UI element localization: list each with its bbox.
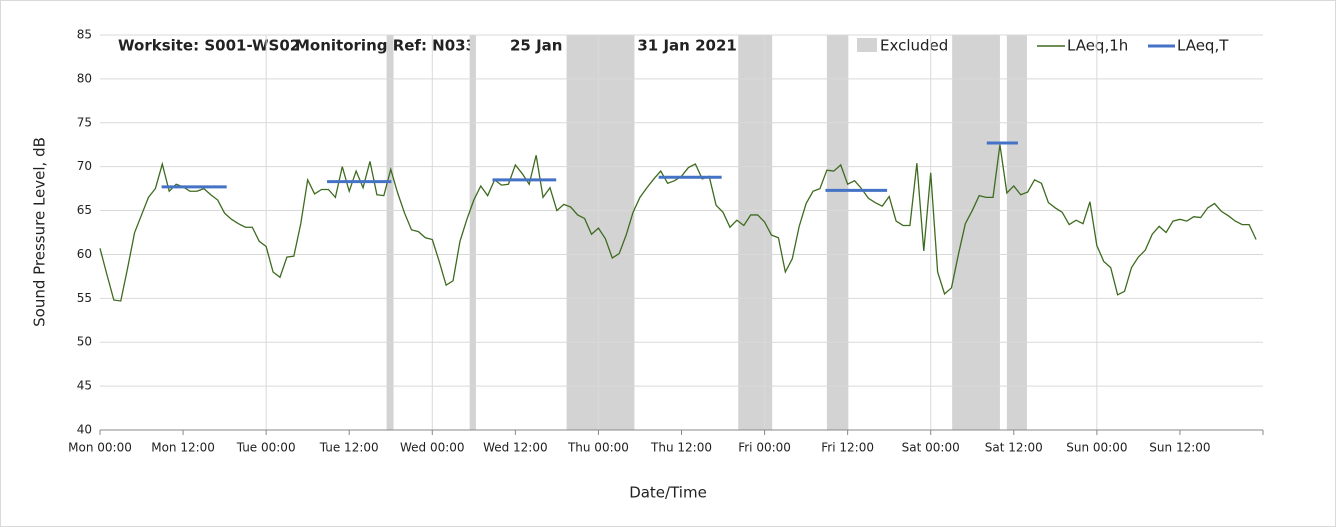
excluded-band — [386, 35, 394, 430]
legend-swatch — [857, 38, 877, 52]
x-tick-label: Fri 12:00 — [821, 441, 874, 455]
x-tick-label: Mon 12:00 — [151, 441, 215, 455]
x-axis-title: Date/Time — [629, 484, 707, 502]
x-tick-label: Thu 00:00 — [567, 441, 629, 455]
x-tick-label: Sun 12:00 — [1149, 441, 1210, 455]
legend-label: LAeq,T — [1177, 37, 1229, 55]
y-tick-label: 75 — [77, 115, 92, 129]
chart-title: Monitoring Ref: N033 — [295, 37, 476, 55]
chart-title: Worksite: S001-WS02 — [118, 37, 300, 55]
y-tick-label: 85 — [77, 28, 92, 42]
y-axis-title: Sound Pressure Level, dB — [31, 137, 49, 327]
y-tick-label: 55 — [77, 291, 92, 305]
x-tick-label: Sat 00:00 — [902, 441, 960, 455]
excluded-band — [826, 35, 849, 430]
x-tick-label: Mon 00:00 — [68, 441, 132, 455]
y-tick-label: 50 — [77, 335, 92, 349]
x-tick-label: Sun 00:00 — [1066, 441, 1127, 455]
excluded-band — [566, 35, 635, 430]
y-tick-label: 80 — [77, 71, 92, 85]
x-tick-label: Wed 12:00 — [483, 441, 548, 455]
y-tick-label: 40 — [77, 423, 92, 437]
y-tick-label: 60 — [77, 247, 92, 261]
x-tick-label: Tue 12:00 — [319, 441, 379, 455]
excluded-band — [952, 35, 1000, 430]
y-tick-label: 70 — [77, 159, 92, 173]
excluded-band — [1006, 35, 1027, 430]
excluded-band — [738, 35, 773, 430]
x-tick-label: Thu 12:00 — [650, 441, 712, 455]
y-tick-label: 65 — [77, 203, 92, 217]
legend-label: LAeq,1h — [1067, 37, 1128, 55]
x-tick-label: Sat 12:00 — [985, 441, 1043, 455]
x-tick-label: Wed 00:00 — [400, 441, 465, 455]
excluded-band — [469, 35, 476, 430]
x-tick-label: Tue 00:00 — [236, 441, 296, 455]
y-tick-label: 45 — [77, 379, 92, 393]
x-tick-label: Fri 00:00 — [738, 441, 791, 455]
